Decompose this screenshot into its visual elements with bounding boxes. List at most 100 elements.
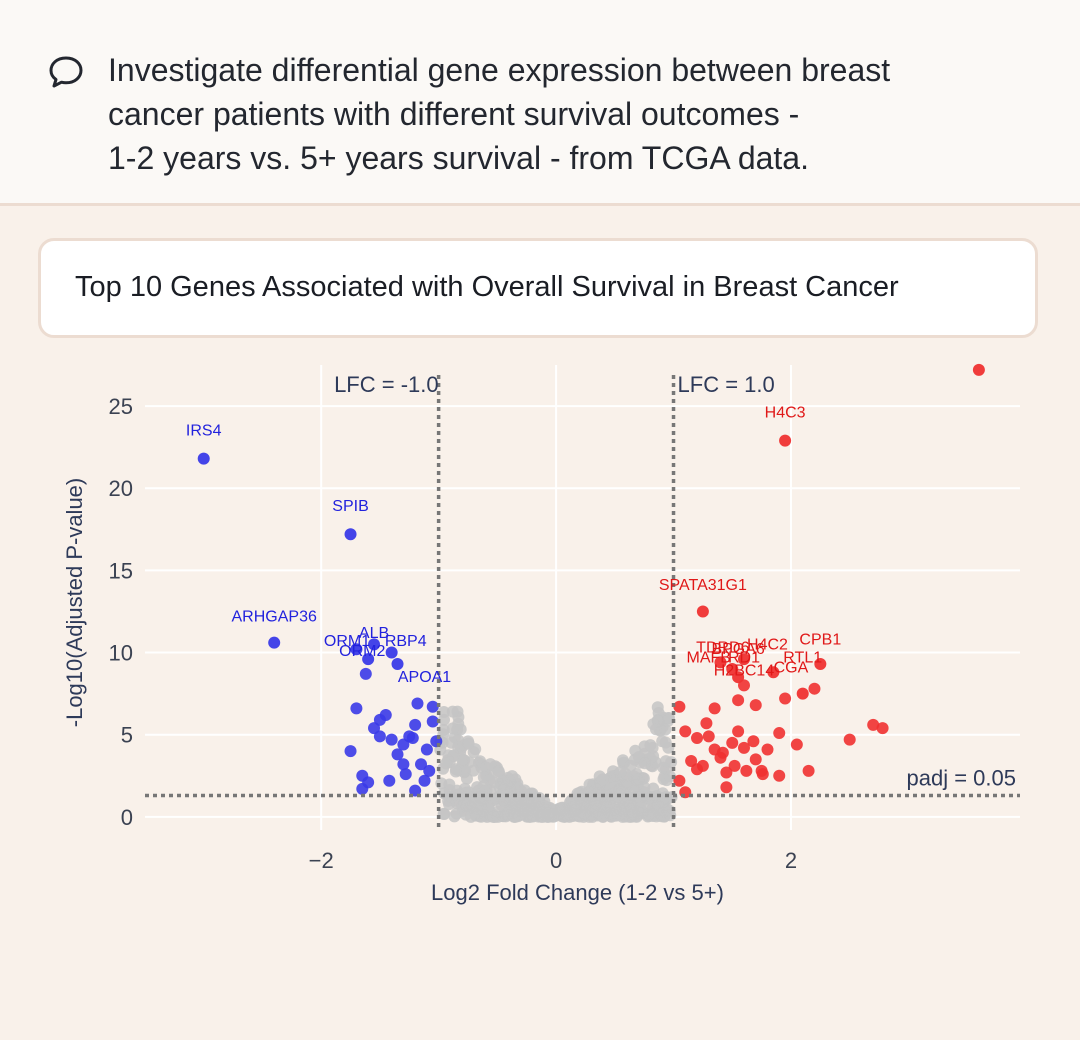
downregulated-point [426,715,439,728]
threshold-lines [145,375,1020,830]
upregulated-point [696,759,709,772]
nonsignificant-point [440,757,453,770]
gene-label: APOA1 [398,669,451,686]
nonsignificant-point [557,801,570,814]
upregulated-point [749,699,762,712]
nonsignificant-point [658,805,671,818]
downregulated-point [409,718,422,731]
downregulated-point [411,697,424,710]
nonsignificant-point [449,765,462,778]
downregulated-point [379,708,392,721]
gene-label: MAFB [687,649,731,666]
upregulated-point [740,764,753,777]
gene-label: ORM2 [339,643,385,660]
nonsignificant-point [456,753,469,766]
gene-label: H4C2 [747,636,788,653]
nonsignificant-point [446,705,459,718]
lfc-pos-label: LFC = 1.0 [678,372,775,397]
upregulated-point [726,736,739,749]
nonsignificant-point [467,764,480,777]
nonsignificant-point [661,714,674,727]
nonsignificant-point [477,771,490,784]
upregulated-point [779,692,792,705]
nonsignificant-point [503,774,516,787]
axis-ticks: 0 5 10 15 20 25 −2 0 2 [109,394,798,873]
upregulated-point [732,694,745,707]
x-tick-label: 0 [550,848,562,873]
nonsignificant-point [438,713,451,726]
nonsignificant-point [614,765,627,778]
chart-title-card: Top 10 Genes Associated with Overall Sur… [38,238,1038,338]
nonsignificant-point [472,807,485,820]
upregulated-point [843,733,856,746]
gene-label: RBP4 [385,633,427,650]
nonsignificant-point [663,770,676,783]
nonsignificant-point [447,749,460,762]
gene-label: H4C3 [765,405,806,422]
upregulated-point [808,682,821,695]
downregulated-point [383,774,396,787]
y-tick-label: 25 [109,394,133,419]
nonsignificant-point [608,803,621,816]
nonsignificant-point [589,797,602,810]
gene-label: ARHGAP36 [232,608,317,625]
downregulated-point [420,743,433,756]
y-tick-label: 20 [109,476,133,501]
nonsignificant-point [437,807,450,820]
upregulated-point [720,781,733,794]
downregulated-point [344,745,357,758]
x-axis-label: Log2 Fold Change (1-2 vs 5+) [431,880,724,905]
nonsignificant-point [570,797,583,810]
nonsignificant-point [637,786,650,799]
nonsignificant-point [645,794,658,807]
gene-point-h4c2 [737,653,750,666]
nonsignificant-point [458,799,471,812]
upregulated-point [720,766,733,779]
upregulated-point [732,725,745,738]
upregulated-points [673,363,985,799]
upregulated-point [773,727,786,740]
nonsignificant-point [644,739,657,752]
y-axis-label: -Log10(Adjusted P-value) [62,478,87,727]
gene-label: CGA [774,659,809,676]
gene-point-alb [368,638,381,651]
upregulated-point [737,741,750,754]
downregulated-point [385,733,398,746]
gene-label: RTL1 [783,649,822,666]
upregulated-point [673,700,686,713]
upregulated-point [790,738,803,751]
downregulated-point [356,782,369,795]
nonsignificant-point [652,715,665,728]
nonsignificant-point [445,736,458,749]
y-tick-label: 0 [121,805,133,830]
gene-label: ORM1 [324,633,370,650]
gene-point-chgb [972,363,985,376]
nonsignificant-point [446,722,459,735]
y-tick-label: 5 [121,723,133,748]
x-tick-label: −2 [309,848,334,873]
gene-point-orm2 [362,653,375,666]
downregulated-point [406,731,419,744]
gene-point-irs4 [197,452,210,465]
nonsignificant-point [566,810,579,823]
downregulated-point [423,764,436,777]
nonsignificant-point [619,779,632,792]
nonsignificant-point [631,773,644,786]
nonsignificant-point [487,810,500,823]
downregulated-point [426,700,439,713]
gene-point-arhgap36 [268,636,281,649]
downregulated-points [197,452,443,797]
x-tick-label: 2 [785,848,797,873]
downregulated-point [409,784,422,797]
gene-point-apoa1 [391,658,404,671]
nonsignificant-point [498,795,511,808]
gene-point-h2bc14 [732,671,745,684]
downregulated-point [391,748,404,761]
downregulated-point [397,758,410,771]
nonsignificant-point [596,773,609,786]
nonsignificant-point [659,736,672,749]
nonsignificant-point [635,795,648,808]
chart-title: Top 10 Genes Associated with Overall Sur… [75,271,899,303]
upregulated-point [691,731,704,744]
gene-point-h4c3 [779,434,792,447]
